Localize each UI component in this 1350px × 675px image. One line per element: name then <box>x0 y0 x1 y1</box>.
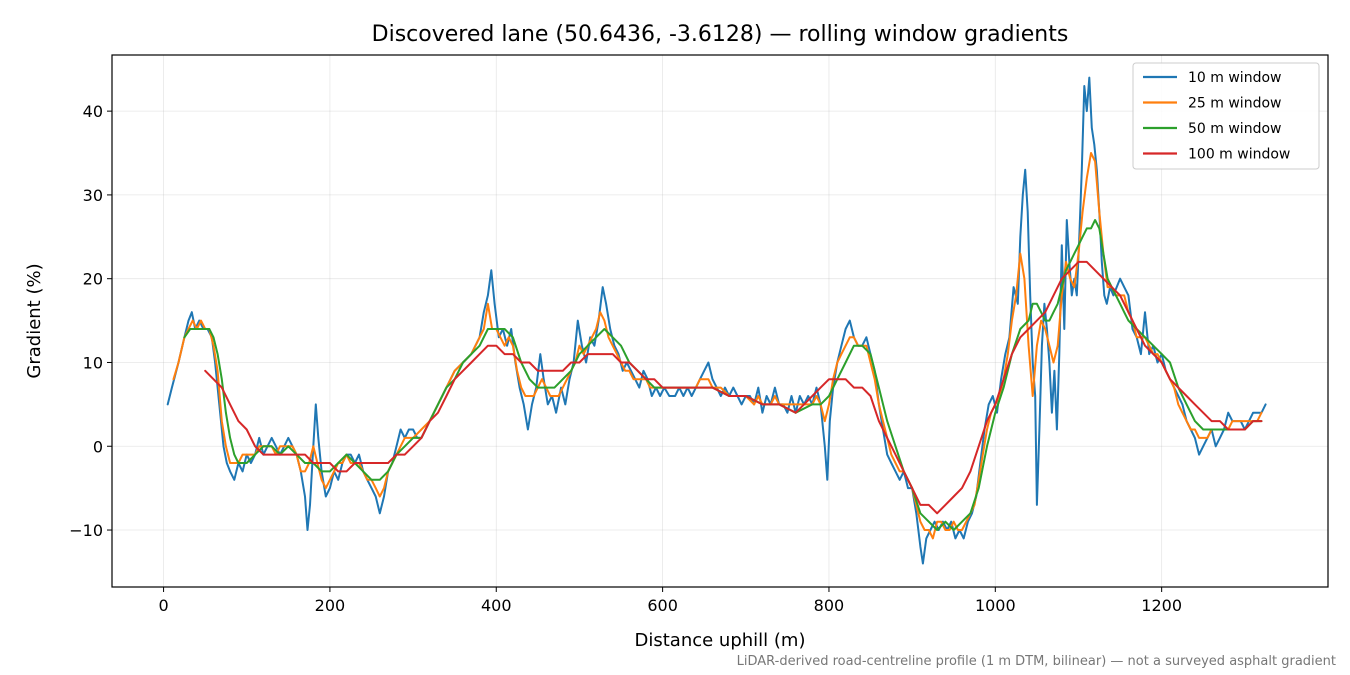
series-group <box>166 76 1267 565</box>
y-tick-label: 10 <box>83 353 103 372</box>
y-tick-label: 30 <box>83 186 103 205</box>
y-axis-ticks: −10 0 10 20 30 40 <box>69 102 112 540</box>
x-tick-label: 600 <box>647 596 678 615</box>
x-axis-label: Distance uphill (m) <box>635 630 806 651</box>
legend-box <box>1132 62 1320 170</box>
x-tick-label: 0 <box>158 596 168 615</box>
x-tick-label: 200 <box>315 596 346 615</box>
legend: 10 m window 25 m window 50 m window 100 m w… <box>1132 62 1320 170</box>
x-tick-label: 1200 <box>1141 596 1182 615</box>
legend-label-3: 50 m window <box>1188 121 1281 137</box>
y-tick-label: 0 <box>93 437 103 456</box>
legend-label-1: 10 m window <box>1188 70 1281 86</box>
series-line-4 <box>204 260 1263 515</box>
x-tick-label: 400 <box>481 596 512 615</box>
x-tick-label: 800 <box>814 596 845 615</box>
chart-title: Discovered lane (50.6436, -3.6128) — rol… <box>372 22 1069 47</box>
x-tick-label: 1000 <box>975 596 1016 615</box>
y-axis-label: Gradient (%) <box>24 263 45 378</box>
legend-label-4: 100 m window <box>1188 147 1290 163</box>
plot-frame <box>111 54 1329 588</box>
y-tick-label: −10 <box>69 521 103 540</box>
y-tick-label: 40 <box>83 102 103 121</box>
y-tick-label: 20 <box>83 270 103 289</box>
footnote: LiDAR-derived road-centreline profile (1… <box>737 654 1336 669</box>
legend-label-2: 25 m window <box>1188 96 1281 112</box>
x-axis-ticks: 0 200 400 600 800 1000 1200 <box>158 587 1182 615</box>
